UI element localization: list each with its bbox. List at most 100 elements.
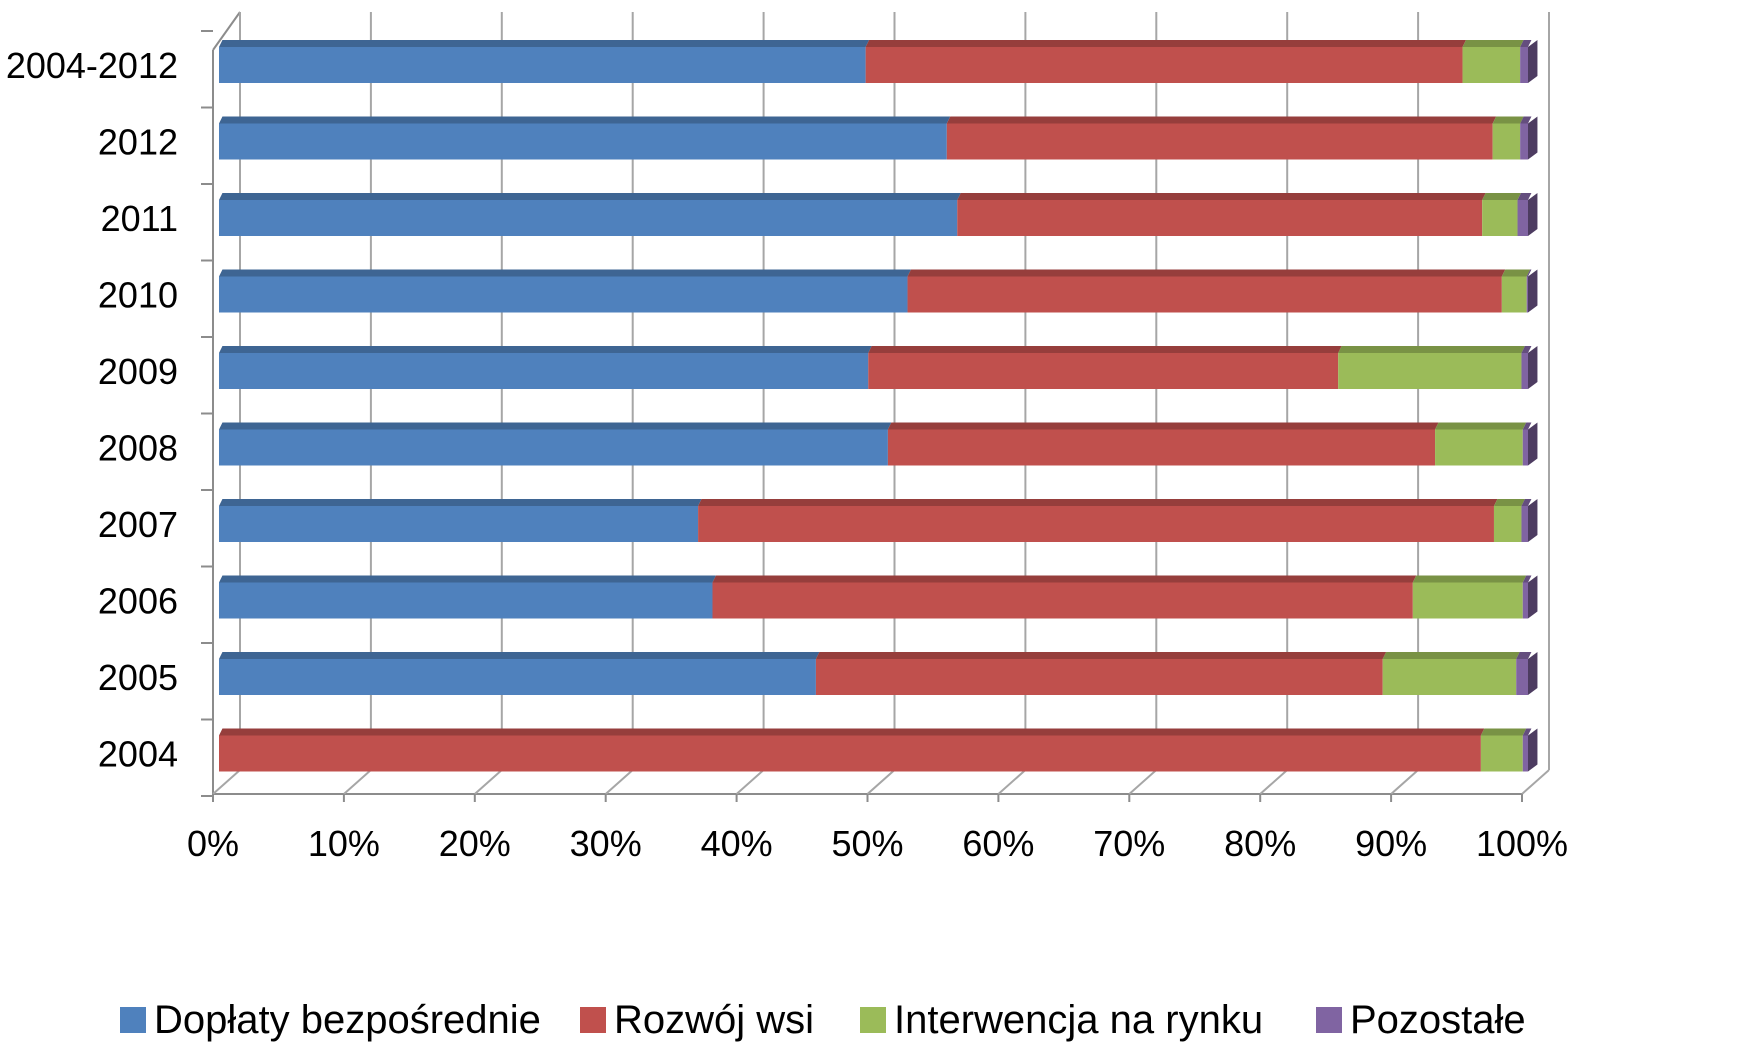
bar-side-face	[1528, 575, 1538, 619]
x-tick-label: 40%	[701, 823, 773, 864]
bar-front-face	[712, 582, 1413, 619]
bar-top-face	[957, 193, 1486, 200]
bar-segment	[868, 346, 1342, 389]
bar-segment	[865, 40, 1466, 83]
bar-top-face	[1382, 652, 1520, 659]
gridline-floor	[1259, 769, 1288, 795]
bar-segment	[887, 422, 1439, 466]
bar-side-face	[1528, 116, 1538, 160]
bar-front-face	[219, 353, 869, 389]
bar-top-face	[865, 40, 1466, 47]
bar-top-face	[219, 728, 1485, 736]
legend-swatch	[580, 1007, 606, 1033]
y-tick-label: 2010	[98, 275, 178, 316]
bar-top-face	[907, 269, 1506, 277]
bar-top-face	[1521, 499, 1532, 506]
bar-front-face	[219, 659, 816, 695]
bar-front-face	[957, 200, 1483, 236]
bar-front-face	[219, 47, 866, 83]
bar-front-face	[1493, 506, 1522, 542]
y-axis-labels: 2004-2012 2012 2011 2010 2009 2008 2007 2006 200…	[6, 45, 178, 775]
bar-top-face	[1412, 575, 1527, 583]
bar-front-face	[219, 200, 958, 236]
y-tick-label: 2009	[98, 351, 178, 392]
bar-front-face	[219, 506, 699, 542]
bar-top-face	[1480, 728, 1527, 736]
bar-segment	[1522, 728, 1532, 772]
bar-top-face	[698, 499, 1498, 506]
x-tick-label: 20%	[439, 823, 511, 864]
x-tick-label: 90%	[1355, 823, 1427, 864]
x-tick-label: 50%	[831, 823, 903, 864]
bar-top-face	[946, 116, 1497, 124]
bar-segment	[1480, 728, 1527, 772]
bar-front-face	[698, 506, 1494, 542]
bar-top-face	[1516, 652, 1532, 659]
bar-top-face	[1338, 346, 1525, 353]
bar-segment	[1522, 575, 1532, 619]
bar-front-face	[865, 47, 1463, 83]
bar-segment	[698, 499, 1498, 542]
legend-item: Pozostałe	[1316, 998, 1526, 1042]
bar-top-face	[219, 499, 702, 506]
bar-segment	[219, 499, 702, 542]
bar-front-face	[219, 582, 713, 619]
legend-swatch	[860, 1007, 886, 1033]
bar-top-face	[219, 40, 870, 47]
bar-segment	[1492, 116, 1524, 160]
bar-front-face	[1462, 47, 1521, 83]
bar-side-face	[1528, 346, 1538, 389]
bar-front-face	[219, 123, 947, 160]
bar-front-face	[1492, 123, 1521, 160]
bar-segment	[1522, 422, 1532, 466]
bar-segment	[219, 346, 872, 389]
gridline-floor	[1390, 769, 1419, 795]
bar-top-face	[1522, 575, 1532, 583]
bar-front-face	[1520, 47, 1528, 83]
bar-front-face	[1501, 276, 1527, 313]
bar-side-face	[1528, 269, 1538, 313]
bar-segment	[1435, 422, 1527, 466]
bar-top-face	[219, 652, 820, 659]
bar-segment	[1526, 269, 1532, 313]
y-tick-label: 2005	[98, 657, 178, 698]
bar-front-face	[219, 429, 888, 466]
bar-front-face	[1480, 735, 1523, 772]
bar-top-face	[1435, 422, 1527, 430]
legend-item: Dopłaty bezpośrednie	[120, 998, 541, 1042]
bar-front-face	[1516, 659, 1528, 695]
x-tick-label: 0%	[187, 823, 239, 864]
legend-label: Pozostałe	[1350, 998, 1526, 1042]
bar-segment	[1412, 575, 1527, 619]
x-tick-label: 30%	[570, 823, 642, 864]
gridline-floor	[343, 769, 372, 795]
bar-top-face	[1493, 499, 1525, 506]
legend-item: Interwencja na rynku	[860, 998, 1263, 1042]
bar-side-face	[1528, 499, 1538, 542]
bar-top-face	[1522, 422, 1532, 430]
bar-top-face	[1521, 346, 1532, 353]
bar-top-face	[219, 575, 716, 583]
bar-front-face	[219, 735, 1481, 772]
bar-side-face	[1528, 40, 1538, 83]
bar-segment	[1520, 116, 1532, 160]
legend-swatch	[120, 1007, 146, 1033]
bar-segment	[712, 575, 1417, 619]
bar-side-face	[1528, 728, 1538, 772]
bar-front-face	[1517, 200, 1528, 236]
bar-front-face	[1435, 429, 1523, 466]
gridline-floor	[1128, 769, 1157, 795]
bar-segment	[1517, 193, 1532, 236]
bar-front-face	[1522, 429, 1528, 466]
bar-top-face	[815, 652, 1387, 659]
bar-segment	[219, 575, 716, 619]
axis-depth-top	[212, 11, 241, 51]
bar-segment	[1501, 269, 1531, 313]
y-tick-label: 2011	[101, 198, 178, 239]
bar-segment	[1520, 40, 1532, 83]
legend: Dopłaty bezpośrednie Rozwój wsi Interwencj…	[120, 998, 1526, 1042]
bar-segment	[815, 652, 1387, 695]
bar-top-face	[219, 193, 961, 200]
bar-segment	[219, 193, 961, 236]
